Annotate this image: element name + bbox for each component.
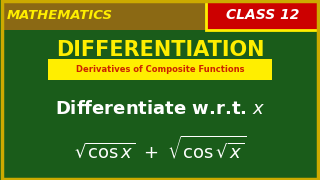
Text: Differentiate w.r.t. $\mathit{x}$: Differentiate w.r.t. $\mathit{x}$	[55, 100, 265, 118]
Text: $\sqrt{\cos x}\ +\ \sqrt{\cos \sqrt{x}}$: $\sqrt{\cos x}\ +\ \sqrt{\cos \sqrt{x}}$	[74, 135, 246, 162]
Text: DIFFERENTIATION: DIFFERENTIATION	[56, 40, 264, 60]
FancyBboxPatch shape	[206, 1, 318, 30]
Text: MATHEMATICS: MATHEMATICS	[6, 9, 112, 22]
Text: CLASS 12: CLASS 12	[226, 8, 299, 22]
Text: Derivatives of Composite Functions: Derivatives of Composite Functions	[76, 65, 244, 74]
FancyBboxPatch shape	[2, 1, 318, 30]
FancyBboxPatch shape	[48, 59, 272, 80]
